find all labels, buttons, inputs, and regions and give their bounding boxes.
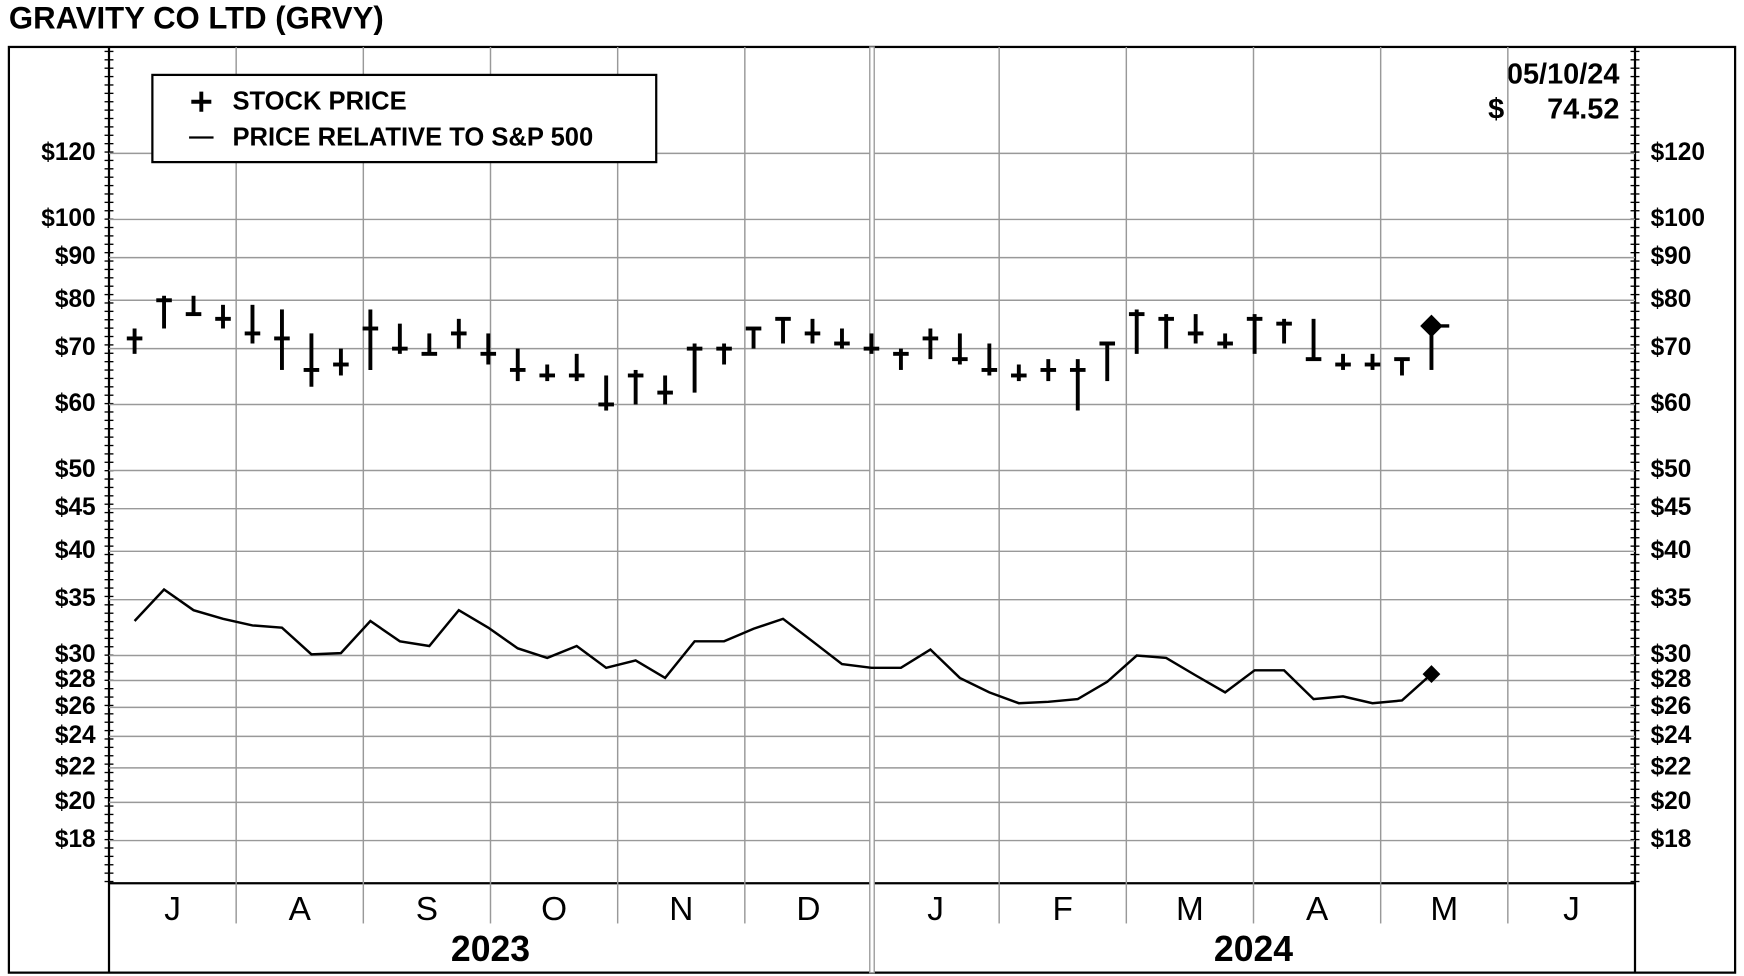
y-tick-label-right: $100 [1651, 205, 1705, 232]
y-tick-label-right: $45 [1651, 494, 1692, 521]
y-tick-label: $80 [55, 286, 96, 313]
y-tick-label: $70 [55, 334, 96, 361]
y-tick-label: $26 [55, 693, 96, 720]
y-tick-label-right: $90 [1651, 243, 1692, 270]
month-label: M [1430, 891, 1458, 928]
y-tick-label: $50 [55, 456, 96, 483]
month-label: A [1306, 891, 1329, 928]
month-label: N [669, 891, 693, 928]
month-label: F [1053, 891, 1073, 928]
y-tick-label: $24 [55, 722, 96, 749]
year-label: 2023 [451, 929, 530, 969]
legend-label: PRICE RELATIVE TO S&P 500 [232, 123, 593, 151]
year-label: 2024 [1214, 929, 1293, 969]
y-tick-label: $100 [41, 205, 95, 232]
month-label: A [289, 891, 312, 928]
legend-symbol [191, 91, 212, 112]
y-tick-label: $30 [55, 641, 96, 668]
year-divider [869, 46, 875, 974]
legend-label: STOCK PRICE [232, 88, 406, 116]
y-tick-label-right: $28 [1651, 666, 1692, 693]
y-tick-label-right: $30 [1651, 641, 1692, 668]
y-tick-label: $28 [55, 666, 96, 693]
y-tick-label-right: $120 [1651, 139, 1705, 166]
y-tick-label-right: $26 [1651, 693, 1692, 720]
close-marker [1420, 314, 1450, 338]
y-tick-label-right: $20 [1651, 788, 1692, 815]
y-tick-label: $35 [55, 585, 96, 612]
month-label: M [1176, 891, 1204, 928]
y-tick-label: $60 [55, 390, 96, 417]
y-tick-label: $120 [41, 139, 95, 166]
y-tick-label-right: $60 [1651, 390, 1692, 417]
y-tick-label-right: $70 [1651, 334, 1692, 361]
y-tick-label-right: $18 [1651, 826, 1692, 853]
month-label: J [1563, 891, 1580, 928]
y-tick-label: $22 [55, 753, 96, 780]
y-tick-label-right: $80 [1651, 286, 1692, 313]
y-tick-label: $20 [55, 788, 96, 815]
relative-line [133, 587, 1433, 705]
month-label: D [796, 891, 820, 928]
y-tick-label: $18 [55, 826, 96, 853]
y-tick-label: $40 [55, 537, 96, 564]
y-tick-label-right: $22 [1651, 753, 1692, 780]
month-label: O [541, 891, 567, 928]
month-label: S [416, 891, 438, 928]
month-label: J [164, 891, 181, 928]
legend-box [151, 73, 658, 164]
chart-title: GRAVITY CO LTD (GRVY) [9, 0, 384, 35]
y-tick-label-right: $50 [1651, 456, 1692, 483]
date-label: 05/10/24 [1507, 59, 1620, 91]
last-price-label: 74.52 [1547, 93, 1619, 125]
month-label: J [927, 891, 944, 928]
y-tick-label-right: $40 [1651, 537, 1692, 564]
y-tick-label: $45 [55, 494, 96, 521]
y-tick-label-right: $35 [1651, 585, 1692, 612]
y-tick-label: $90 [55, 243, 96, 270]
y-tick-label-right: $24 [1651, 722, 1692, 749]
currency-label: $ [1488, 93, 1504, 125]
